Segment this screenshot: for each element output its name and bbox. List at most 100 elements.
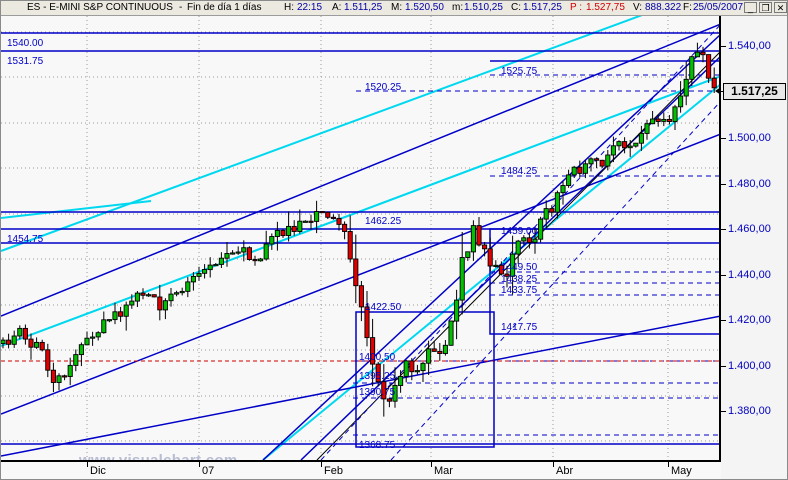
candle-up (694, 51, 700, 58)
candle-up (554, 192, 560, 213)
candle-down (381, 381, 387, 400)
price-axis-label: 1.460,00 (728, 223, 771, 235)
candle-down (666, 118, 672, 122)
candle-down (487, 248, 493, 267)
field-label-date: F: (683, 2, 692, 13)
price-axis[interactable]: 1.540,001.520,001.500,001.480,001.460,00… (715, 16, 787, 479)
candle-down (599, 159, 605, 167)
price-level-label: 1395.25 (359, 371, 396, 382)
candle-up (616, 141, 622, 147)
candle-up (129, 300, 135, 306)
date-axis-tick (199, 462, 200, 467)
candle-up (661, 118, 667, 122)
candle-up (11, 335, 17, 345)
candle-up (297, 220, 303, 232)
field-value-prev: 1.527,75 (586, 2, 625, 13)
candle-down (711, 77, 717, 89)
date-axis-tick (668, 462, 669, 467)
candle-up (566, 174, 572, 186)
candle-up (442, 344, 448, 354)
close-button[interactable]: ✕ (774, 2, 787, 13)
field-label-low: m: (452, 2, 464, 13)
candle-up (420, 362, 426, 372)
candle-up (683, 78, 689, 97)
price-level-label: 1531.75 (7, 56, 44, 67)
price-level-label: 1422.50 (365, 302, 402, 313)
field-value-close: 1.517,25 (523, 2, 562, 13)
price-axis-label: 1.400,00 (728, 360, 771, 372)
candle-up (174, 292, 180, 295)
candle-up (218, 257, 224, 265)
candle-up (90, 336, 96, 339)
date-axis[interactable]: Dic 07 Feb Mar Abr May (1, 460, 721, 479)
candlestick-series (1, 42, 717, 417)
candle-up (213, 264, 219, 267)
field-label-open: A: (332, 2, 342, 13)
candle-up (543, 208, 549, 220)
price-axis-label: 1.500,00 (728, 132, 771, 144)
candle-down (291, 225, 297, 232)
price-axis-label: 1.380,00 (728, 405, 771, 417)
candle-down (50, 369, 56, 383)
candle-up (123, 304, 129, 317)
candle-down (482, 244, 488, 250)
candle-down (526, 237, 532, 243)
price-axis-tick (721, 411, 726, 412)
date-axis-label: 07 (202, 465, 215, 477)
candle-up (56, 375, 62, 383)
candle-down (437, 350, 443, 354)
candle-down (431, 348, 437, 352)
candle-up (106, 319, 112, 322)
candle-down (246, 247, 252, 260)
candle-down (45, 349, 51, 371)
candle-up (84, 337, 90, 346)
price-level-label: 1540.00 (7, 38, 44, 49)
candle-up (314, 211, 320, 222)
candle-up (95, 332, 101, 338)
candle-up (263, 243, 269, 260)
candle-down (358, 285, 364, 308)
candle-down (330, 216, 336, 219)
chart-canvas (1, 16, 721, 460)
candle-down (353, 258, 359, 287)
candle-up (532, 238, 538, 243)
candle-down (319, 211, 325, 214)
candle-up (459, 257, 465, 301)
candle-up (202, 269, 208, 274)
candle-up (168, 293, 174, 302)
price-axis-label: 1.480,00 (728, 178, 771, 190)
candle-down (386, 398, 392, 402)
field-value-h: 22:15 (297, 2, 323, 13)
candle-up (241, 247, 247, 253)
candle-up (146, 294, 152, 297)
candle-up (196, 272, 202, 277)
price-level-label: 1438.25 (501, 274, 538, 285)
price-level-label: 1459.00 (501, 226, 538, 237)
price-axis-label: 1.420,00 (728, 314, 771, 326)
candle-up (454, 299, 460, 322)
candle-up (78, 344, 84, 356)
candle-down (700, 51, 706, 56)
price-axis-tick (721, 275, 726, 276)
date-axis-label: Abr (556, 465, 574, 477)
maximize-button[interactable]: ❐ (759, 2, 772, 13)
candle-down (370, 337, 376, 365)
price-level-label: 1449.50 (501, 262, 538, 273)
solid-price-lines (1, 32, 721, 445)
field-label-high: M: (391, 2, 403, 13)
candle-up (521, 237, 527, 242)
candle-down (498, 264, 504, 275)
last-price-arrow (715, 87, 721, 95)
candle-up (493, 264, 499, 267)
chart-plot-area[interactable]: 1540.00 1531.75 1525.75 1520.25 1484.25 1462.… (1, 16, 787, 460)
date-axis-tick (321, 462, 322, 467)
candle-up (185, 281, 191, 292)
date-axis-tick (87, 462, 88, 467)
candle-up (588, 158, 594, 165)
candle-down (655, 118, 661, 122)
candle-up (650, 118, 656, 125)
candle-up (230, 252, 236, 255)
price-level-label: 1525.75 (501, 66, 538, 77)
minimize-button[interactable]: _ (744, 2, 757, 13)
date-axis-label: May (671, 465, 692, 477)
